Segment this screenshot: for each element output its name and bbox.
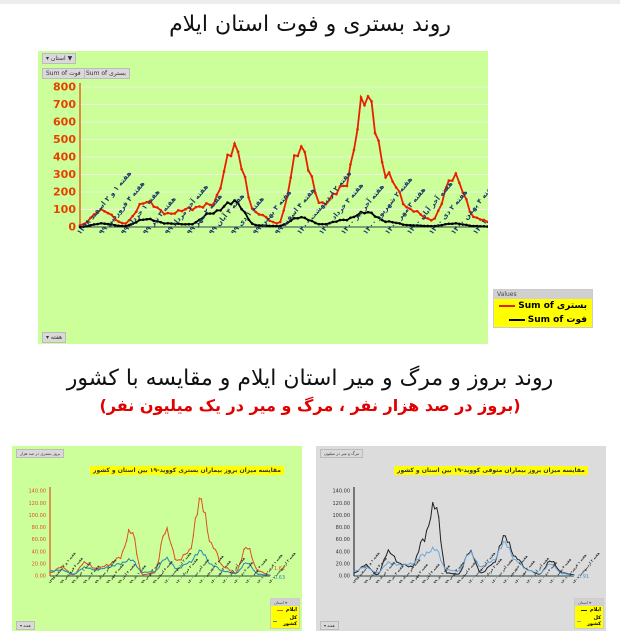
svg-text:800: 800 xyxy=(53,81,76,94)
deaths-compare-chart: 0.00 20.00 40.00 60.00 80.00 100.00 120.00 140.… xyxy=(333,487,601,585)
chart-title: مقایسه میزان بروز بیماران بستری کووید-۱۹… xyxy=(90,466,284,475)
svg-text:0.63: 0.63 xyxy=(274,575,285,581)
svg-text:200: 200 xyxy=(53,186,76,199)
value-chip-deaths[interactable]: فوت Sum of xyxy=(42,68,85,79)
svg-text:120.00: 120.00 xyxy=(333,501,351,507)
filter-icon: ▼ xyxy=(65,55,73,62)
svg-text:20.00: 20.00 xyxy=(32,562,46,568)
line-icon xyxy=(577,620,582,622)
legend-header: Values xyxy=(494,290,592,299)
main-chart-panel: ▼ استان ▾ بستری Sum of فوت Sum of 0 100 20… xyxy=(38,51,593,344)
legend-item-hospitalized[interactable]: بستری Sum of xyxy=(494,299,592,313)
axis-chip-week[interactable]: هفته ▾ xyxy=(16,621,35,630)
svg-text:40.00: 40.00 xyxy=(32,549,46,555)
svg-text:100.00: 100.00 xyxy=(333,513,351,519)
main-line-chart: 0100200300400500600700800050100150200250… xyxy=(53,81,488,236)
black-line-icon xyxy=(508,319,525,321)
page-title: روند بستری و فوت استان ایلام xyxy=(169,12,451,37)
line-icon xyxy=(276,609,283,611)
chart-title: مقایسه میزان بروز بیماران متوفی کووید-۱۹… xyxy=(394,466,588,475)
legend-item-deaths[interactable]: فوت Sum of xyxy=(494,313,592,327)
legend-item-ilam[interactable]: ایلام xyxy=(575,606,603,614)
corner-label: مرگ و میر در میلیون xyxy=(320,449,364,458)
svg-text:هفته ۳ مهر ۱۴۰۰: هفته ۳ مهر ۱۴۰۰ xyxy=(383,186,427,236)
line-icon xyxy=(273,620,278,622)
svg-text:0.00: 0.00 xyxy=(35,574,46,580)
corner-label: بروز بستری در صد هزار xyxy=(16,449,65,458)
legend-item-country[interactable]: کل کشور xyxy=(575,614,603,628)
legend-item-ilam[interactable]: ایلام xyxy=(271,606,299,614)
svg-text:140.00: 140.00 xyxy=(29,489,47,495)
axis-chip-week[interactable]: هفته ▾ xyxy=(320,621,339,630)
left-legend: استان ▾ ایلام کل کشور xyxy=(270,598,300,629)
svg-text:60.00: 60.00 xyxy=(336,537,350,543)
svg-text:60.00: 60.00 xyxy=(32,537,46,543)
svg-text:100: 100 xyxy=(53,203,76,216)
main-legend: Values بستری Sum of فوت Sum of xyxy=(493,289,593,328)
svg-text:هفته ۴ اسفند ۹۹: هفته ۴ اسفند ۹۹ xyxy=(273,186,317,236)
right-legend: استان ▾ ایلام کل کشور xyxy=(574,598,604,629)
svg-text:هفته ۲ دی ۱۴۰۰: هفته ۲ دی ۱۴۰۰ xyxy=(427,188,469,236)
hospitalization-compare-chart: 0.00 20.00 40.00 60.00 80.00 100.00 120.00 140.… xyxy=(29,487,297,585)
svg-text:400: 400 xyxy=(53,151,76,164)
hospitalization-compare-panel: بروز بستری در صد هزار مقایسه میزان بروز … xyxy=(12,446,302,631)
svg-text:300: 300 xyxy=(53,168,76,181)
svg-text:600: 600 xyxy=(53,116,76,129)
legend-item-country[interactable]: کل کشور xyxy=(271,614,299,628)
svg-text:0.91: 0.91 xyxy=(578,574,589,580)
svg-text:80.00: 80.00 xyxy=(336,525,350,531)
section-subtitle: (بروز در صد هزار نفر ، مرگ و میر در یک م… xyxy=(99,396,521,415)
svg-text:100.00: 100.00 xyxy=(29,513,47,519)
line-icon xyxy=(580,609,587,611)
svg-text:20.00: 20.00 xyxy=(336,562,350,568)
deaths-compare-panel: مرگ و میر در میلیون مقایسه میزان بروز بی… xyxy=(316,446,606,631)
section-title: روند بروز و مرگ و میر استان ایلام و مقای… xyxy=(66,366,554,391)
svg-text:80.00: 80.00 xyxy=(32,525,46,531)
svg-text:40.00: 40.00 xyxy=(336,549,350,555)
svg-text:0: 0 xyxy=(68,221,76,234)
svg-text:هفته ۱ خرداد ۹۹: هفته ۱ خرداد ۹۹ xyxy=(119,188,161,236)
svg-text:0.00: 0.00 xyxy=(339,574,350,580)
svg-text:700: 700 xyxy=(53,98,76,111)
svg-text:140.00: 140.00 xyxy=(333,489,351,495)
svg-text:1.62: 1.62 xyxy=(274,566,285,572)
red-line-icon xyxy=(499,305,516,307)
svg-text:120.00: 120.00 xyxy=(29,501,47,507)
filter-chip[interactable]: ▼ استان ▾ xyxy=(42,53,77,64)
svg-text:500: 500 xyxy=(53,133,76,146)
axis-chip-week[interactable]: هفته ▾ xyxy=(42,332,67,343)
